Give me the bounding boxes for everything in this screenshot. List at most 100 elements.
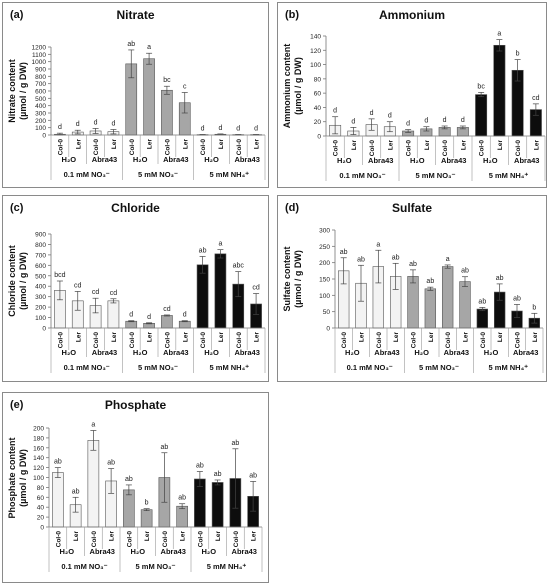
genotype-label: Col-0	[369, 140, 376, 157]
chart-plot: 0 20 40 60 80 100 120 140 d Col-0 d Ler d Col-0 d Ler d C…	[310, 31, 546, 181]
treatment-label: Abra43	[92, 348, 117, 357]
significance-letter: d	[201, 125, 205, 132]
chart-title: Ammonium	[379, 8, 445, 22]
significance-letter: cd	[163, 306, 171, 313]
treatment-label: Abra43	[234, 348, 259, 357]
panel-tag: (a)	[10, 9, 24, 21]
genotype-label: Col-0	[406, 140, 413, 157]
significance-letter: a	[91, 421, 95, 428]
significance-letter: ab	[72, 488, 80, 495]
significance-letter: d	[370, 110, 374, 117]
genotype-label: Col-0	[126, 531, 133, 548]
treatment-label: Abra43	[234, 155, 259, 164]
y-tick-label: 1200	[32, 45, 47, 52]
significance-letter: ab	[409, 261, 417, 268]
genotype-label: Col-0	[236, 332, 243, 349]
genotype-label: Col-0	[197, 531, 204, 548]
treatment-label: Abra43	[444, 348, 469, 357]
condition-label: 5 mM NO₃⁻	[136, 562, 176, 571]
treatment-label: H₂O	[484, 348, 499, 357]
condition-label: 5 mM NO₃⁻	[416, 171, 456, 180]
significance-letter: d	[111, 121, 115, 128]
treatment-label: Abra43	[368, 156, 393, 165]
significance-letter: ab	[357, 256, 365, 263]
y-axis-label: Chloride content (µmol / g DW)	[7, 245, 28, 317]
condition-label: 5 mM NH₄⁺	[489, 363, 529, 372]
treatment-label: Abra43	[163, 155, 188, 164]
y-tick-label: 20	[37, 515, 45, 522]
panel-tag: (e)	[10, 399, 24, 411]
genotype-label: Ler	[254, 332, 261, 343]
genotype-label: Ler	[182, 139, 189, 150]
significance-letter: ab	[496, 275, 504, 282]
significance-letter: d	[461, 117, 465, 124]
significance-letter: ab	[54, 459, 62, 466]
bar	[107, 300, 120, 329]
bar	[476, 308, 489, 329]
significance-letter: ab	[214, 471, 222, 478]
significance-letter: bc	[477, 83, 485, 90]
significance-letter: d	[388, 113, 392, 120]
y-tick-label: 700	[35, 252, 46, 259]
genotype-label: Col-0	[480, 332, 487, 349]
significance-letter: ab	[426, 278, 434, 285]
genotype-label: Ler	[251, 531, 258, 542]
significance-letter: cd	[110, 290, 118, 297]
y-tick-label: 160	[33, 445, 44, 452]
significance-letter: ab	[392, 254, 400, 261]
significance-letter: ab	[178, 495, 186, 502]
genotype-label: Col-0	[93, 332, 100, 349]
y-tick-label: 200	[35, 118, 46, 125]
significance-letter: d	[58, 124, 62, 131]
genotype-label: Ler	[463, 332, 470, 343]
significance-letter: ab	[231, 440, 239, 447]
bar	[441, 266, 454, 329]
genotype-label: Col-0	[411, 332, 418, 349]
treatment-label: Abra43	[92, 155, 117, 164]
significance-letter: ab	[461, 268, 469, 275]
genotype-label: Col-0	[236, 139, 243, 156]
y-tick-label: 50	[323, 309, 331, 316]
treatment-label: H₂O	[204, 348, 219, 357]
y-tick-label: 800	[35, 74, 46, 81]
chart-title: Chloride	[111, 201, 160, 215]
genotype-label: Ler	[460, 140, 467, 151]
genotype-label: Col-0	[164, 139, 171, 156]
bar	[211, 482, 224, 528]
y-tick-label: 300	[319, 228, 330, 235]
treatment-label: Abra43	[513, 348, 538, 357]
genotype-label: Ler	[75, 139, 82, 150]
genotype-label: Ler	[218, 139, 225, 150]
significance-letter: b	[145, 500, 149, 507]
bar	[161, 89, 173, 136]
y-tick-label: 80	[37, 485, 45, 492]
chart-title: Nitrate	[116, 8, 155, 22]
y-tick-label: 120	[310, 48, 321, 55]
treatment-label: H₂O	[201, 547, 216, 556]
bar	[214, 253, 227, 329]
condition-label: 0.1 mM NO₃⁻	[64, 363, 110, 372]
treatment-label: Abra43	[514, 156, 539, 165]
y-tick-label: 500	[35, 273, 46, 280]
treatment-label: H₂O	[62, 155, 77, 164]
chart-title: Phosphate	[104, 398, 167, 412]
chart-plot: 0 100 200 300 400 500 600 700 800 900 bcd Col-0 cd Le…	[35, 232, 266, 373]
y-axis-label: Phosphate content (µmol / g DW)	[7, 436, 28, 519]
significance-letter: d	[254, 125, 258, 132]
significance-letter: b	[532, 304, 536, 311]
significance-letter: ab	[249, 472, 257, 479]
condition-label: 5 mM NH₄⁺	[210, 363, 250, 372]
genotype-label: Col-0	[162, 531, 169, 548]
chart-panel-sulfate: 0 50 100 150 200 250 300 ab Col-0 ab Ler a Col-0 ab Le…	[277, 195, 547, 382]
genotype-label: Ler	[533, 140, 540, 151]
significance-letter: d	[129, 312, 133, 319]
significance-letter: ab	[199, 247, 207, 254]
genotype-label: Col-0	[57, 139, 64, 156]
y-tick-label: 500	[35, 96, 46, 103]
treatment-label: Abra43	[232, 547, 257, 556]
y-tick-label: 140	[33, 455, 44, 462]
genotype-label: Ler	[111, 332, 118, 343]
bar	[52, 472, 64, 528]
y-tick-label: 900	[35, 67, 46, 74]
genotype-label: Ler	[147, 332, 154, 343]
